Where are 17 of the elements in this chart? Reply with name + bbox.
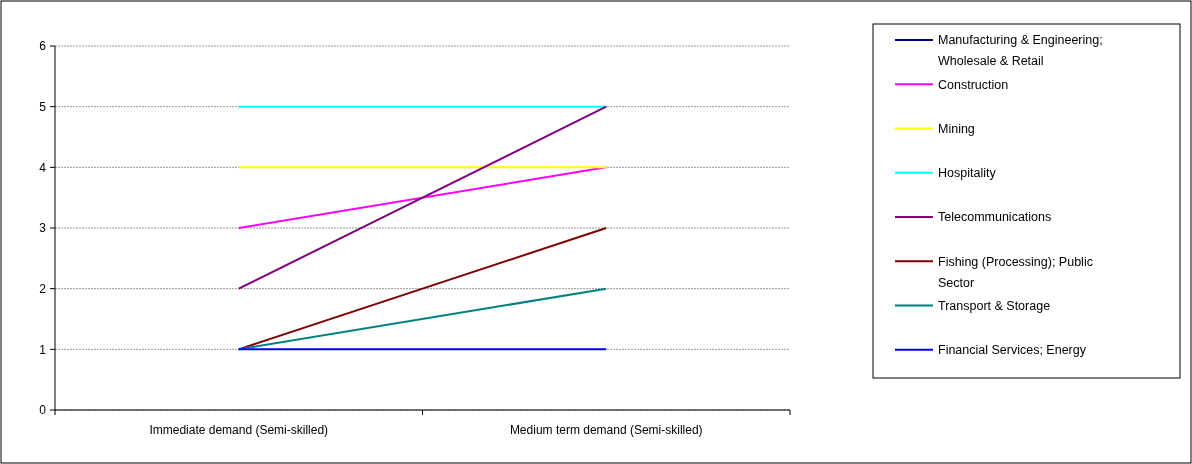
- x-tick-label: Medium term demand (Semi-skilled): [509, 423, 703, 437]
- y-tick-label: 5: [39, 99, 47, 114]
- y-tick-label: 4: [39, 160, 47, 175]
- legend-label: Hospitality: [938, 166, 997, 181]
- y-tick-label: 1: [39, 342, 47, 357]
- y-tick-label: 6: [39, 39, 47, 54]
- legend-label: Manufacturing & Engineering; Wholesale & Retail: [938, 33, 1103, 69]
- x-tick-label: Immediate demand (Semi-skilled): [149, 423, 329, 437]
- legend-label: Telecommunications: [938, 210, 1052, 225]
- legend-label: Financial Services; Energy: [938, 343, 1087, 358]
- y-tick-label: 3: [39, 221, 47, 236]
- legend-label: Transport & Storage: [938, 298, 1051, 313]
- y-tick-label: 2: [39, 281, 47, 296]
- y-tick-label: 0: [39, 403, 47, 418]
- legend-label: Construction: [938, 77, 1009, 92]
- legend-label: Fishing (Processing); Public Sector: [938, 254, 1093, 290]
- legend-label: Mining: [938, 121, 975, 136]
